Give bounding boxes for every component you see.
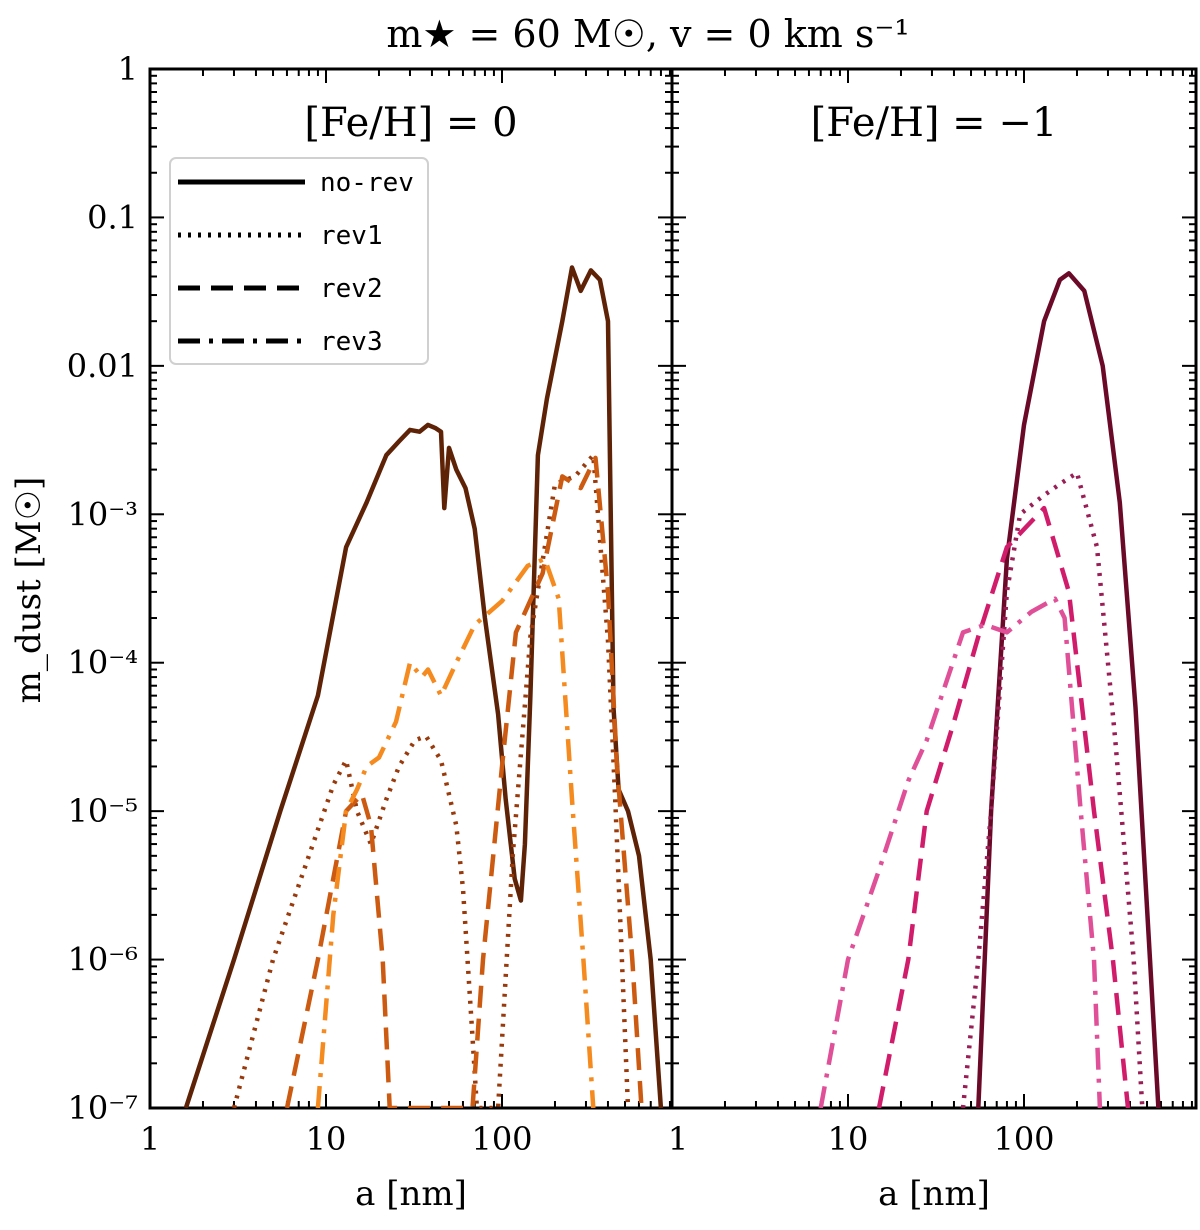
x-tick-label: 1	[140, 1120, 160, 1158]
y-tick-label: 10⁻⁶	[68, 941, 138, 979]
panel-left-series	[183, 265, 664, 1108]
panel-left-x-tick-labels: 1 10 100 1	[140, 1120, 688, 1158]
y-tick-label: 0.01	[67, 347, 138, 385]
y-tick-label: 1	[118, 50, 138, 88]
legend-label-rev2: rev2	[320, 274, 383, 304]
panel-right-x-axis-label: a [nm]	[878, 1174, 990, 1214]
x-tick-label: 1	[668, 1120, 688, 1158]
y-tick-label: 10⁻³	[68, 495, 138, 533]
x-tick-label: 100	[471, 1120, 532, 1158]
legend-label-no-rev: no-rev	[320, 168, 414, 198]
panel-left-x-axis-label: a [nm]	[355, 1174, 467, 1214]
series-line-rev3	[315, 556, 596, 1108]
legend-label-rev1: rev1	[320, 221, 383, 251]
legend-label-rev3: rev3	[320, 327, 383, 357]
panel-right-frame	[670, 67, 1198, 1110]
panel-right-label: [Fe/H] = −1	[811, 100, 1058, 146]
series-line-rev2	[284, 455, 644, 1108]
y-tick-label: 10⁻⁷	[68, 1089, 138, 1127]
figure-title: m★ = 60 M☉, v = 0 km s⁻¹	[386, 12, 909, 56]
panel-right-x-tick-labels: 10 100	[828, 1120, 1055, 1158]
panel-right-series	[818, 271, 1161, 1108]
panel-left: [Fe/H] = 0 1 10 100 1 a [nm]	[140, 67, 688, 1214]
x-tick-label: 10	[306, 1120, 347, 1158]
y-axis-tick-labels: 10⁻⁷ 10⁻⁶ 10⁻⁵ 10⁻⁴ 10⁻³ 0.01 0.1 1	[67, 50, 138, 1127]
y-tick-label: 10⁻⁵	[68, 792, 138, 830]
series-line-rev1	[960, 470, 1145, 1108]
y-axis-label: m_dust [M☉]	[9, 477, 49, 704]
series-line-rev1	[231, 452, 631, 1108]
legend-box	[169, 157, 429, 365]
x-tick-label: 100	[993, 1120, 1054, 1158]
panel-right-ticks	[671, 68, 1196, 1109]
series-line-no-rev	[183, 265, 664, 1108]
legend: no-rev rev1 rev2 rev3	[169, 157, 429, 365]
y-tick-label: 0.1	[87, 198, 138, 236]
panel-right: [Fe/H] = −1 10 100 a [nm]	[670, 67, 1198, 1214]
series-line-rev3	[818, 596, 1103, 1108]
series-line-no-rev	[976, 271, 1161, 1108]
panel-left-label: [Fe/H] = 0	[304, 100, 517, 146]
x-tick-label: 10	[828, 1120, 869, 1158]
series-line-rev2	[876, 505, 1131, 1108]
y-tick-label: 10⁻⁴	[68, 644, 138, 682]
